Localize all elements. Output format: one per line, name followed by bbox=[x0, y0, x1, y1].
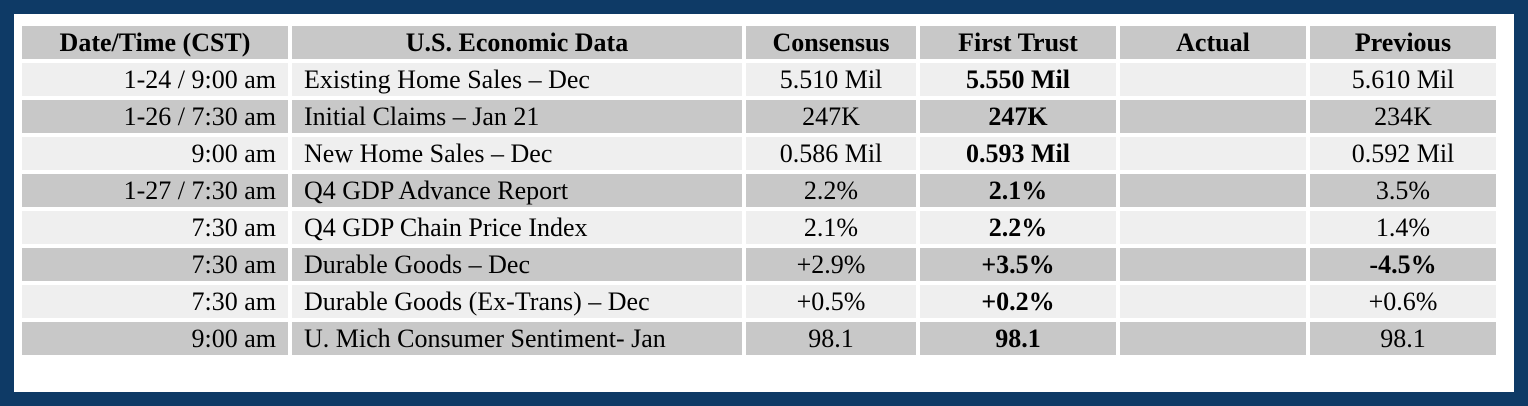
cell-datetime: 1-24 / 9:00 am bbox=[22, 63, 288, 96]
cell-description: Q4 GDP Chain Price Index bbox=[292, 211, 742, 244]
cell-consensus: 2.1% bbox=[746, 211, 916, 244]
economic-data-table: Date/Time (CST) U.S. Economic Data Conse… bbox=[18, 22, 1500, 359]
cell-consensus: +2.9% bbox=[746, 248, 916, 281]
cell-actual bbox=[1120, 100, 1306, 133]
header-datetime: Date/Time (CST) bbox=[22, 26, 288, 59]
cell-previous: +0.6% bbox=[1310, 285, 1496, 318]
cell-consensus: 2.2% bbox=[746, 174, 916, 207]
cell-actual bbox=[1120, 285, 1306, 318]
table-row: 1-24 / 9:00 am Existing Home Sales – Dec… bbox=[22, 63, 1496, 96]
cell-datetime: 7:30 am bbox=[22, 285, 288, 318]
table-panel: Date/Time (CST) U.S. Economic Data Conse… bbox=[14, 14, 1514, 392]
cell-previous: 0.592 Mil bbox=[1310, 137, 1496, 170]
table-row: 1-26 / 7:30 am Initial Claims – Jan 21 2… bbox=[22, 100, 1496, 133]
cell-consensus: +0.5% bbox=[746, 285, 916, 318]
cell-description: Q4 GDP Advance Report bbox=[292, 174, 742, 207]
cell-consensus: 98.1 bbox=[746, 322, 916, 355]
cell-description: New Home Sales – Dec bbox=[292, 137, 742, 170]
cell-consensus: 247K bbox=[746, 100, 916, 133]
cell-actual bbox=[1120, 63, 1306, 96]
cell-actual bbox=[1120, 137, 1306, 170]
header-economic-data: U.S. Economic Data bbox=[292, 26, 742, 59]
cell-description: U. Mich Consumer Sentiment- Jan bbox=[292, 322, 742, 355]
cell-previous: 3.5% bbox=[1310, 174, 1496, 207]
cell-datetime: 1-27 / 7:30 am bbox=[22, 174, 288, 207]
cell-first-trust: 2.2% bbox=[920, 211, 1116, 244]
table-row: 1-27 / 7:30 am Q4 GDP Advance Report 2.2… bbox=[22, 174, 1496, 207]
header-row: Date/Time (CST) U.S. Economic Data Conse… bbox=[22, 26, 1496, 59]
cell-previous: 1.4% bbox=[1310, 211, 1496, 244]
cell-first-trust: 5.550 Mil bbox=[920, 63, 1116, 96]
cell-actual bbox=[1120, 174, 1306, 207]
cell-description: Initial Claims – Jan 21 bbox=[292, 100, 742, 133]
cell-datetime: 7:30 am bbox=[22, 248, 288, 281]
cell-first-trust: 247K bbox=[920, 100, 1116, 133]
cell-description: Durable Goods (Ex-Trans) – Dec bbox=[292, 285, 742, 318]
cell-description: Existing Home Sales – Dec bbox=[292, 63, 742, 96]
cell-datetime: 1-26 / 7:30 am bbox=[22, 100, 288, 133]
header-previous: Previous bbox=[1310, 26, 1496, 59]
cell-first-trust: 2.1% bbox=[920, 174, 1116, 207]
header-actual: Actual bbox=[1120, 26, 1306, 59]
cell-description: Durable Goods – Dec bbox=[292, 248, 742, 281]
cell-datetime: 7:30 am bbox=[22, 211, 288, 244]
header-consensus: Consensus bbox=[746, 26, 916, 59]
table-row: 9:00 am U. Mich Consumer Sentiment- Jan … bbox=[22, 322, 1496, 355]
table-row: 7:30 am Q4 GDP Chain Price Index 2.1% 2.… bbox=[22, 211, 1496, 244]
cell-datetime: 9:00 am bbox=[22, 137, 288, 170]
cell-first-trust: 98.1 bbox=[920, 322, 1116, 355]
cell-consensus: 0.586 Mil bbox=[746, 137, 916, 170]
cell-actual bbox=[1120, 211, 1306, 244]
table-row: 7:30 am Durable Goods (Ex-Trans) – Dec +… bbox=[22, 285, 1496, 318]
cell-actual bbox=[1120, 248, 1306, 281]
table-row: 9:00 am New Home Sales – Dec 0.586 Mil 0… bbox=[22, 137, 1496, 170]
cell-first-trust: 0.593 Mil bbox=[920, 137, 1116, 170]
cell-consensus: 5.510 Mil bbox=[746, 63, 916, 96]
cell-previous: 234K bbox=[1310, 100, 1496, 133]
cell-previous: 98.1 bbox=[1310, 322, 1496, 355]
cell-first-trust: +3.5% bbox=[920, 248, 1116, 281]
cell-actual bbox=[1120, 322, 1306, 355]
cell-previous: 5.610 Mil bbox=[1310, 63, 1496, 96]
table-row: 7:30 am Durable Goods – Dec +2.9% +3.5% … bbox=[22, 248, 1496, 281]
cell-datetime: 9:00 am bbox=[22, 322, 288, 355]
header-first-trust: First Trust bbox=[920, 26, 1116, 59]
cell-previous: -4.5% bbox=[1310, 248, 1496, 281]
cell-first-trust: +0.2% bbox=[920, 285, 1116, 318]
